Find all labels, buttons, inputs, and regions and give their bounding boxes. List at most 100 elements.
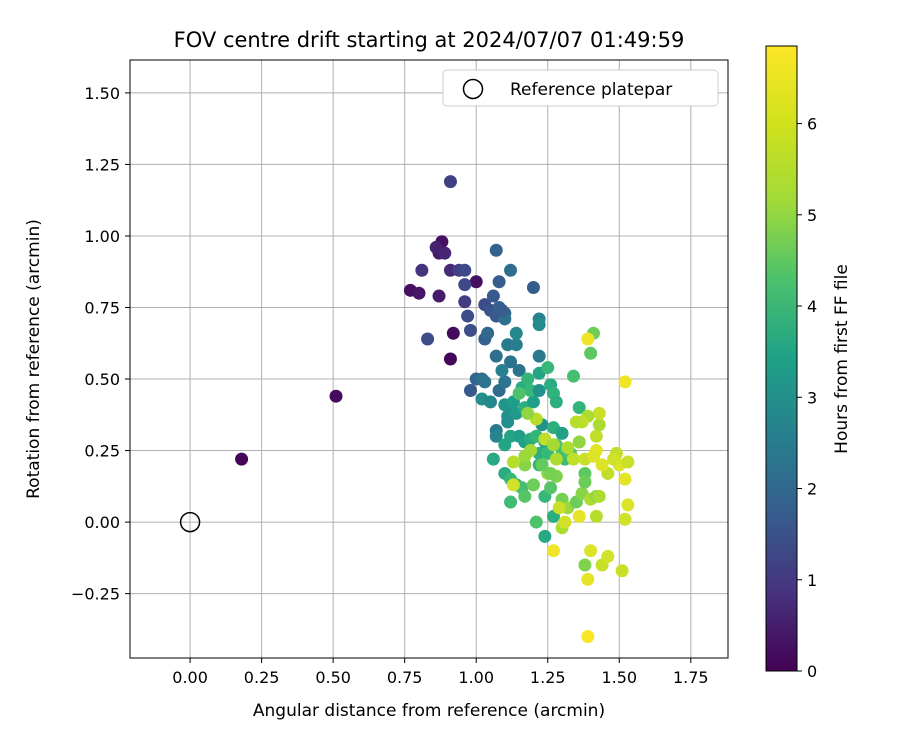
data-point: [446, 326, 460, 340]
x-tick-label: 1.75: [673, 668, 709, 687]
data-point: [463, 323, 477, 337]
data-point: [526, 280, 540, 294]
data-point: [535, 458, 549, 472]
x-tick-label: 1.25: [530, 668, 566, 687]
colorbar-tick-label: 1: [807, 571, 817, 590]
colorbar-ticks: 0 1 2 3 4 5 6: [797, 115, 817, 681]
data-point: [618, 512, 632, 526]
data-point: [512, 386, 526, 400]
data-point: [443, 352, 457, 366]
colorbar-tick-label: 5: [807, 206, 817, 225]
y-tick-label: 0.50: [84, 370, 120, 389]
y-tick-label: 1.00: [84, 227, 120, 246]
data-point: [518, 489, 532, 503]
reference-platepar-marker: [179, 511, 201, 533]
data-point: [486, 452, 500, 466]
data-point: [504, 263, 518, 277]
y-axis-ticks: −0.25 0.00 0.25 0.50 0.75 1.00 1.25 1.50: [71, 84, 130, 604]
data-point: [578, 558, 592, 572]
data-point: [498, 375, 512, 389]
data-point: [526, 395, 540, 409]
data-point: [541, 361, 555, 375]
y-tick-label: 1.50: [84, 84, 120, 103]
data-point: [618, 472, 632, 486]
data-point: [555, 426, 569, 440]
x-tick-label: 1.50: [601, 668, 637, 687]
colorbar-tick-label: 6: [807, 115, 817, 134]
data-point: [618, 375, 632, 389]
data-point: [495, 303, 509, 317]
data-point: [486, 289, 500, 303]
data-point: [501, 415, 515, 429]
x-tick-label: 1.00: [458, 668, 494, 687]
data-point: [584, 346, 598, 360]
data-point: [549, 395, 563, 409]
data-points: [235, 175, 635, 644]
data-point: [412, 286, 426, 300]
data-point: [506, 478, 520, 492]
data-point: [458, 278, 472, 292]
data-point: [532, 383, 546, 397]
data-point: [592, 489, 606, 503]
data-point: [607, 452, 621, 466]
colorbar-tick-label: 4: [807, 297, 817, 316]
colorbar-gradient: [765, 45, 798, 672]
x-axis-label: Angular distance from reference (arcmin): [253, 701, 605, 721]
legend-marker-icon: [462, 78, 484, 100]
legend-label: Reference platepar: [510, 80, 672, 100]
data-point: [421, 332, 435, 346]
data-point: [504, 355, 518, 369]
data-point: [432, 289, 446, 303]
colorbar-tick-label: 0: [807, 662, 817, 681]
data-point: [589, 429, 603, 443]
data-point: [438, 246, 452, 260]
data-point: [601, 549, 615, 563]
data-point: [521, 372, 535, 386]
data-point: [478, 375, 492, 389]
data-point: [544, 466, 558, 480]
data-point: [566, 369, 580, 383]
data-point: [532, 349, 546, 363]
y-axis-label: Rotation from reference (arcmin): [24, 219, 44, 499]
y-tick-label: 0.75: [84, 298, 120, 317]
data-point: [489, 429, 503, 443]
data-point: [512, 363, 526, 377]
data-point: [461, 309, 475, 323]
y-tick-label: −0.25: [71, 585, 120, 604]
data-point: [469, 275, 483, 289]
data-point: [549, 452, 563, 466]
data-point: [489, 349, 503, 363]
colorbar-tick-label: 2: [807, 480, 817, 499]
data-point: [546, 438, 560, 452]
data-point: [621, 498, 635, 512]
y-tick-label: 0.25: [84, 442, 120, 461]
y-tick-label: 1.25: [84, 155, 120, 174]
data-point: [463, 383, 477, 397]
data-point: [329, 389, 343, 403]
data-point: [572, 435, 586, 449]
data-point: [235, 452, 249, 466]
legend-box: [442, 69, 719, 107]
data-point: [458, 295, 472, 309]
y-tick-label: 0.00: [84, 513, 120, 532]
data-point: [506, 455, 520, 469]
data-point: [415, 263, 429, 277]
x-axis-ticks: 0.00 0.25 0.50 0.75 1.00 1.25 1.50 1.75: [172, 658, 709, 687]
data-point: [558, 515, 572, 529]
data-point: [489, 243, 503, 257]
data-point: [561, 441, 575, 455]
x-tick-label: 0.00: [172, 668, 208, 687]
data-point: [443, 175, 457, 189]
data-point: [529, 515, 543, 529]
data-point: [518, 449, 532, 463]
plot-area: [130, 60, 728, 658]
data-point: [552, 501, 566, 515]
data-point: [532, 318, 546, 332]
data-point: [546, 544, 560, 558]
data-point: [481, 326, 495, 340]
data-point: [581, 572, 595, 586]
data-point: [584, 544, 598, 558]
data-point: [587, 449, 601, 463]
data-point: [566, 452, 580, 466]
data-point: [526, 478, 540, 492]
